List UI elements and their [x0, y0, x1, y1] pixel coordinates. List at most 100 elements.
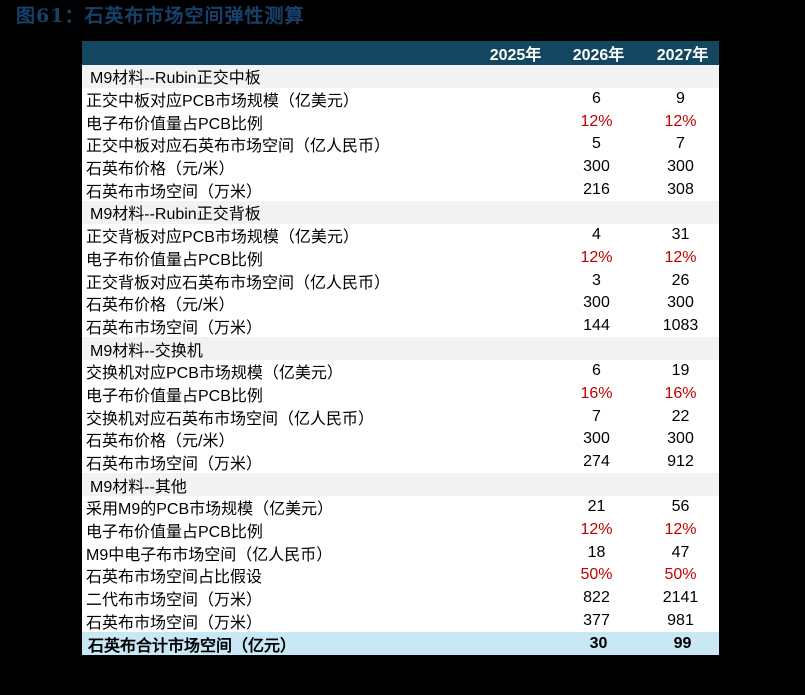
table-row: M9中电子布市场空间（亿人民币） 18 47 [82, 541, 719, 564]
value-2027: 7 [676, 135, 685, 153]
value-2026: 12% [580, 112, 613, 130]
header-2025: 2025年 [489, 47, 542, 64]
value-2026: 300 [583, 158, 610, 176]
table-row: 电子布价值量占PCB比例 12% 12% [82, 247, 719, 270]
table-header-row: 2025年 2026年 2027年 [82, 41, 719, 65]
row-label: 二代布市场空间（万米） [86, 592, 263, 610]
row-label: 电子布价值量占PCB比例 [86, 387, 263, 405]
row-label: 石英布价格（元/米） [86, 433, 235, 451]
value-2027: 308 [667, 180, 694, 198]
value-2027: 22 [671, 407, 690, 425]
row-label: M9中电子布市场空间（亿人民币） [86, 546, 333, 564]
table-row: 石英布市场空间（万米） 144 1083 [82, 315, 719, 338]
elasticity-table: 2025年 2026年 2027年 M9材料--Rubin正交中板 正交中板对应P… [82, 41, 719, 655]
row-label: 石英布市场空间（万米） [86, 183, 263, 201]
table-row: 交换机对应PCB市场规模（亿美元） 6 19 [82, 360, 719, 383]
value-2027: 1083 [662, 316, 699, 334]
total-label: 石英布合计市场空间（亿元） [88, 637, 297, 655]
value-2027: 50% [664, 566, 697, 584]
value-2027: 47 [671, 543, 690, 561]
row-label: 电子布价值量占PCB比例 [86, 115, 263, 133]
table-row: 电子布价值量占PCB比例 12% 12% [82, 110, 719, 133]
value-2026: 274 [583, 453, 610, 471]
row-label: 正交中板对应PCB市场规模（亿美元） [86, 93, 359, 111]
value-2026: 12% [580, 521, 613, 539]
figure-title: 图61：石英布市场空间弹性测算 [16, 5, 305, 27]
value-2026: 216 [583, 180, 610, 198]
value-2026: 377 [583, 611, 610, 629]
table-row: 正交中板对应PCB市场规模（亿美元） 6 9 [82, 88, 719, 111]
value-2026: 822 [583, 589, 610, 607]
value-2027: 912 [667, 453, 694, 471]
value-2027: 56 [671, 498, 690, 516]
section-title: M9材料--交换机 [90, 342, 203, 360]
value-2026: 300 [583, 294, 610, 312]
value-2026: 16% [580, 384, 613, 402]
value-2027: 12% [664, 521, 697, 539]
table-row: 二代布市场空间（万米） 822 2141 [82, 587, 719, 610]
row-label: 采用M9的PCB市场规模（亿美元） [86, 501, 334, 519]
table-row: 采用M9的PCB市场规模（亿美元） 21 56 [82, 496, 719, 519]
total-2027: 99 [673, 634, 692, 652]
section-header-row: M9材料--其他 [82, 473, 719, 497]
table-row: 正交背板对应PCB市场规模（亿美元） 4 31 [82, 224, 719, 247]
section-title: M9材料--其他 [90, 478, 187, 496]
row-label: 石英布市场空间（万米） [86, 456, 263, 474]
total-2026: 30 [589, 634, 608, 652]
value-2027: 300 [667, 430, 694, 448]
value-2026: 4 [592, 226, 601, 244]
table-row: 交换机对应石英布市场空间（亿人民币） 7 22 [82, 405, 719, 428]
row-label: 交换机对应PCB市场规模（亿美元） [86, 365, 343, 383]
table-row: 石英布价格（元/米） 300 300 [82, 428, 719, 451]
row-label: 正交背板对应石英布市场空间（亿人民币） [86, 274, 391, 292]
table-row: 电子布价值量占PCB比例 12% 12% [82, 519, 719, 542]
table-row: 正交中板对应石英布市场空间（亿人民币） 5 7 [82, 133, 719, 156]
value-2026: 12% [580, 248, 613, 266]
value-2026: 3 [592, 271, 601, 289]
table-row: 石英布市场空间（万米） 216 308 [82, 178, 719, 201]
value-2026: 5 [592, 135, 601, 153]
value-2026: 21 [587, 498, 606, 516]
row-label: 电子布价值量占PCB比例 [86, 251, 263, 269]
row-label: 交换机对应石英布市场空间（亿人民币） [86, 410, 375, 428]
table-row: 正交背板对应石英布市场空间（亿人民币） 3 26 [82, 269, 719, 292]
section-title: M9材料--Rubin正交中板 [90, 70, 261, 88]
value-2026: 7 [592, 407, 601, 425]
value-2027: 12% [664, 248, 697, 266]
table-row: 石英布价格（元/米） 300 300 [82, 156, 719, 179]
value-2026: 6 [592, 90, 601, 108]
header-2026: 2026年 [572, 47, 625, 64]
total-row: 石英布合计市场空间（亿元） 30 99 [82, 632, 719, 655]
value-2027: 300 [667, 158, 694, 176]
table-row: 电子布价值量占PCB比例 16% 16% [82, 383, 719, 406]
value-2027: 300 [667, 294, 694, 312]
row-label: 石英布价格（元/米） [86, 297, 235, 315]
row-label: 石英布市场空间占比假设 [86, 569, 263, 587]
row-label: 石英布市场空间（万米） [86, 614, 263, 632]
table-row: 石英布价格（元/米） 300 300 [82, 292, 719, 315]
value-2026: 50% [580, 566, 613, 584]
value-2027: 2141 [662, 589, 699, 607]
row-label: 石英布价格（元/米） [86, 161, 235, 179]
value-2027: 981 [667, 611, 694, 629]
value-2026: 18 [587, 543, 606, 561]
section-header-row: M9材料--Rubin正交中板 [82, 65, 719, 88]
value-2027: 19 [671, 362, 690, 380]
table-row: 石英布市场空间（万米） 274 912 [82, 451, 719, 474]
value-2026: 300 [583, 430, 610, 448]
table-row: 石英布市场空间占比假设 50% 50% [82, 564, 719, 587]
table-row: 石英布市场空间（万米） 377 981 [82, 610, 719, 633]
header-2027: 2027年 [656, 47, 709, 64]
value-2027: 26 [671, 271, 690, 289]
row-label: 正交中板对应石英布市场空间（亿人民币） [86, 138, 391, 156]
value-2027: 16% [664, 384, 697, 402]
section-title: M9材料--Rubin正交背板 [90, 206, 261, 224]
value-2027: 31 [671, 226, 690, 244]
row-label: 正交背板对应PCB市场规模（亿美元） [86, 229, 359, 247]
value-2026: 6 [592, 362, 601, 380]
row-label: 电子布价值量占PCB比例 [86, 524, 263, 542]
value-2026: 144 [583, 316, 610, 334]
section-header-row: M9材料--交换机 [82, 337, 719, 360]
value-2027: 12% [664, 112, 697, 130]
value-2027: 9 [676, 90, 685, 108]
